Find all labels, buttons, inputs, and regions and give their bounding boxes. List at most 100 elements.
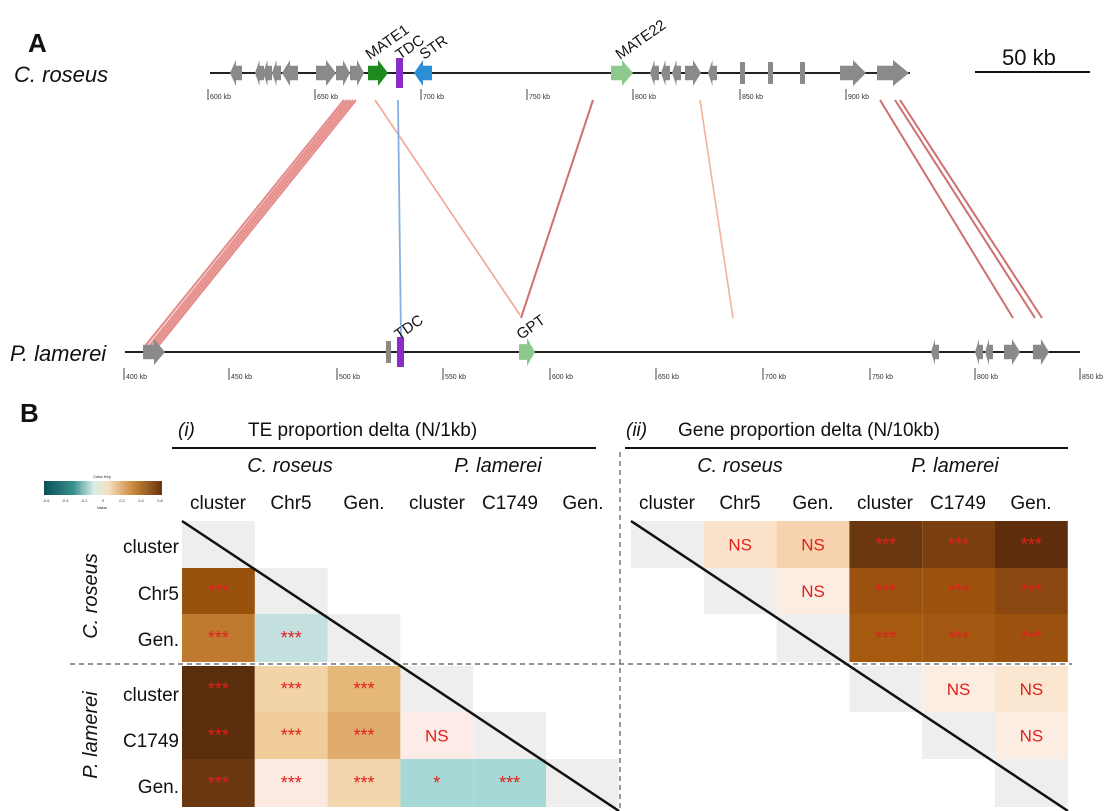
heatmap-diagonal-cell [922, 712, 995, 759]
te-col-header: Gen. [562, 493, 603, 514]
panel-b-letter: B [20, 398, 39, 428]
gene-label-mate22: MATE22 [613, 17, 670, 64]
color-key: Color Key -0.6 -0.4 -0.2 0 0.2 0.4 0.6 Value [43, 474, 164, 510]
axis-tick-label: 650 kb [658, 374, 679, 381]
gene-block [768, 62, 773, 84]
gene-label-str: STR [417, 32, 451, 63]
bottom-species-label: P. lamerei [10, 341, 107, 366]
synteny-link [700, 100, 733, 318]
color-key-tick: 0.2 [119, 498, 125, 503]
heatmap-diagonal-cell [704, 568, 777, 614]
significance-label: *** [875, 535, 896, 555]
significance-label: *** [208, 679, 229, 699]
gene-arrow [650, 60, 659, 86]
bottom-axis-ticks: 400 kb 450 kb 500 kb 550 kb 600 kb 650 kb 700 … [124, 368, 1103, 381]
row-header: C1749 [123, 731, 179, 752]
significance-label: NS [728, 536, 752, 555]
significance-label: NS [1020, 680, 1044, 699]
gene-species-header-2: P. lamerei [911, 455, 999, 477]
significance-label: *** [281, 726, 302, 746]
synteny-link [895, 100, 1035, 318]
row-header: Gen. [138, 777, 179, 798]
significance-label: *** [875, 581, 896, 601]
color-key-tick: -0.6 [43, 498, 51, 503]
significance-label: *** [499, 773, 520, 793]
significance-label: *** [948, 628, 969, 648]
significance-label: *** [948, 535, 969, 555]
color-key-tick: 0.4 [138, 498, 144, 503]
te-col-header: Gen. [343, 493, 384, 514]
row-species-label-1: C. roseus [80, 553, 102, 639]
gene-label-tdc-bottom: TDC [392, 312, 427, 344]
gene-arrow [263, 60, 272, 86]
gene-col-header: Chr5 [719, 493, 760, 514]
significance-label: *** [948, 581, 969, 601]
axis-tick-label: 500 kb [339, 374, 360, 381]
gene-arrow [255, 60, 264, 86]
synteny-links [146, 100, 1042, 345]
gene-species-header-1: C. roseus [697, 455, 783, 477]
axis-tick-label: 800 kb [635, 94, 656, 101]
gene-arrow [336, 60, 350, 86]
group-ii-title: Gene proportion delta (N/10kb) [678, 420, 940, 441]
gene-arrow [975, 339, 983, 365]
gene-column-headers: cluster Chr5 Gen. cluster C1749 Gen. [639, 493, 1052, 514]
te-col-header: cluster [190, 493, 247, 514]
significance-label: NS [801, 582, 825, 601]
top-species-label: C. roseus [14, 62, 108, 87]
row-headers: cluster Chr5 Gen. cluster C1749 Gen. [123, 537, 180, 798]
axis-tick-label: 600 kb [552, 374, 573, 381]
gene-arrow [414, 60, 432, 86]
gene-arrow [282, 60, 298, 86]
group-ii-label: (ii) [626, 420, 647, 441]
gene-col-header: cluster [857, 493, 914, 514]
synteny-link [153, 100, 350, 345]
significance-label: *** [353, 679, 374, 699]
gene-block [386, 341, 391, 363]
significance-label: *** [353, 726, 374, 746]
synteny-link [521, 100, 593, 318]
significance-label: *** [1021, 581, 1042, 601]
gene-col-header: Gen. [1010, 493, 1051, 514]
te-col-header: cluster [409, 493, 466, 514]
row-header: cluster [123, 685, 180, 706]
gene-arrow [672, 60, 681, 86]
gene-arrow [272, 60, 281, 86]
significance-label: * [433, 773, 440, 793]
synteny-link [150, 100, 347, 345]
synteny-link [159, 100, 356, 345]
gene-arrow [1033, 339, 1049, 365]
significance-label: *** [208, 773, 229, 793]
synteny-link [156, 100, 353, 345]
group-i-label: (i) [178, 420, 195, 441]
gene-arrow [316, 60, 336, 86]
gene-label-gpt: GPT [514, 312, 549, 344]
te-column-headers: cluster Chr5 Gen. cluster C1749 Gen. [190, 493, 604, 514]
axis-tick-label: 700 kb [423, 94, 444, 101]
gene-arrow [350, 60, 364, 86]
gene-block [740, 62, 745, 84]
color-key-ticks: -0.6 -0.4 -0.2 0 0.2 0.4 0.6 [43, 498, 164, 503]
axis-tick-label: 900 kb [848, 94, 869, 101]
gene-col-header: C1749 [930, 493, 986, 514]
axis-tick-label: 800 kb [977, 374, 998, 381]
gene-block [800, 62, 805, 84]
heatmap-diagonal-cell [995, 759, 1068, 807]
significance-label: NS [1020, 727, 1044, 746]
heatmap-diagonal-cell [255, 568, 328, 614]
gene-arrow [877, 60, 909, 86]
color-key-title: Color Key [93, 474, 111, 479]
significance-label: *** [208, 628, 229, 648]
top-axis-ticks: 600 kb 650 kb 700 kb 750 kb 800 kb 850 kb 900 … [208, 89, 869, 101]
significance-label: *** [1021, 535, 1042, 555]
color-key-xlabel: Value [97, 505, 108, 510]
synteny-link [880, 100, 1013, 318]
gene-arrow [661, 60, 670, 86]
gene-arrow [685, 60, 701, 86]
gene-arrow [1004, 339, 1020, 365]
color-key-tick: -0.2 [81, 498, 89, 503]
color-key-tick: 0 [102, 498, 105, 503]
axis-tick-label: 600 kb [210, 94, 231, 101]
gene-arrow [931, 339, 939, 365]
color-key-tick: 0.6 [157, 498, 163, 503]
